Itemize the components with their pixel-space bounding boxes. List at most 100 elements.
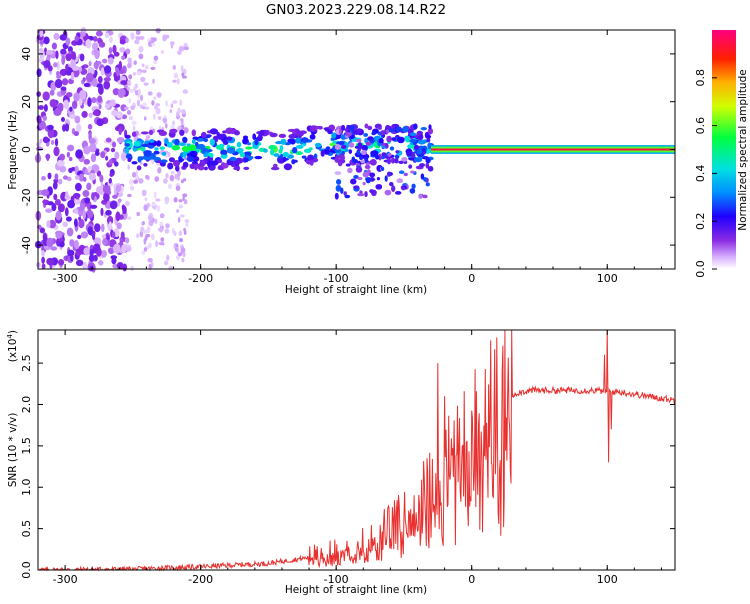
weak-noise-cell xyxy=(156,92,162,98)
noise-cell xyxy=(46,220,51,228)
snr-xtick-label: -300 xyxy=(53,573,78,586)
noise-cell xyxy=(53,32,60,41)
noise-cell xyxy=(65,63,69,72)
weak-noise-cell xyxy=(138,53,144,60)
weak-noise-cell xyxy=(127,79,132,87)
weak-noise-cell xyxy=(175,255,181,260)
signal-cell xyxy=(292,147,298,154)
spread-cell xyxy=(376,177,380,181)
noise-cell xyxy=(63,99,70,110)
noise-cell xyxy=(85,209,94,219)
noise-cell xyxy=(65,37,71,46)
weak-noise-cell xyxy=(145,174,149,180)
signal-cell xyxy=(280,138,287,145)
noise-cell xyxy=(41,249,45,257)
signal-cell xyxy=(287,128,297,133)
weak-noise-cell xyxy=(135,170,138,176)
noise-cell xyxy=(53,146,60,157)
noise-cell xyxy=(111,231,116,239)
weak-noise-cell xyxy=(139,36,145,40)
weak-noise-cell xyxy=(155,198,161,202)
signal-cell xyxy=(236,141,242,148)
signal-cell xyxy=(182,161,189,168)
weak-noise-cell xyxy=(130,32,135,40)
weak-noise-cell xyxy=(181,257,185,263)
weak-noise-cell xyxy=(127,164,131,170)
signal-cell xyxy=(252,133,257,141)
signal-cell xyxy=(204,152,209,157)
weak-noise-cell xyxy=(127,193,132,198)
spread-cell xyxy=(387,152,392,157)
noise-cell xyxy=(103,65,112,74)
noise-cell xyxy=(62,221,68,227)
colorbar-label: Normalized spectral amplitude xyxy=(737,69,749,230)
noise-cell xyxy=(78,173,85,182)
signal-cell xyxy=(344,128,349,132)
weak-noise-cell xyxy=(174,173,178,180)
noise-cell xyxy=(57,159,65,167)
spec-ytick-label: 20 xyxy=(20,95,33,109)
signal-cell xyxy=(148,139,155,144)
weak-noise-cell xyxy=(133,60,137,65)
colorbar-ticks: 0.0 0.2 0.4 0.6 0.8 xyxy=(694,69,717,278)
weak-noise-cell xyxy=(184,219,190,224)
signal-cell xyxy=(272,163,278,168)
signal-cell xyxy=(137,156,142,163)
noise-cell xyxy=(82,77,86,82)
spec-ytick-label: -40 xyxy=(20,236,33,254)
signal-cell xyxy=(278,133,287,139)
weak-noise-cell xyxy=(145,106,150,110)
weak-noise-cell xyxy=(159,213,165,219)
spread-cell xyxy=(423,176,428,182)
noise-cell xyxy=(53,193,58,201)
weak-noise-cell xyxy=(126,216,132,220)
noise-cell xyxy=(112,88,120,96)
weak-noise-cell xyxy=(165,200,169,205)
signal-cell xyxy=(136,165,142,171)
spectrogram-frame xyxy=(37,29,676,270)
signal-cell xyxy=(291,159,296,165)
noise-cell xyxy=(103,77,111,82)
signal-cell xyxy=(124,134,131,139)
noise-cell xyxy=(119,237,124,244)
noise-cell xyxy=(120,231,125,239)
signal-cell xyxy=(220,149,228,156)
noise-cell xyxy=(93,243,101,252)
noise-cell xyxy=(73,239,79,250)
spread-cell xyxy=(386,171,392,177)
spread-cell xyxy=(384,175,388,182)
weak-noise-cell xyxy=(183,199,188,205)
weak-noise-cell xyxy=(132,125,136,132)
signal-cell xyxy=(148,129,154,136)
snr-ticks: -300 -200 -100 0 100 0.0 0.5 1.0 1.5 2.0 2.5 xyxy=(20,330,675,586)
noise-cell xyxy=(121,114,128,120)
spread-cell xyxy=(361,153,367,158)
weak-noise-cell xyxy=(153,96,157,100)
weak-noise-cell xyxy=(139,104,143,109)
signal-cell xyxy=(164,138,169,145)
noise-cell xyxy=(117,88,126,97)
weak-noise-cell xyxy=(130,265,134,272)
spread-cell xyxy=(403,172,408,177)
signal-cell xyxy=(329,142,336,147)
spread-cell xyxy=(416,148,423,155)
colorbar: 0.0 0.2 0.4 0.6 0.8 Normalized spectral ampl… xyxy=(694,30,749,278)
noise-cell xyxy=(73,131,80,137)
noise-cell xyxy=(78,97,83,106)
weak-noise-cell xyxy=(138,178,144,184)
signal-cell xyxy=(217,134,224,140)
signal-cell xyxy=(174,138,180,146)
weak-noise-cell xyxy=(151,43,156,47)
signal-cell xyxy=(409,132,417,137)
noise-cell xyxy=(80,231,89,239)
weak-noise-cell xyxy=(128,74,133,80)
weak-noise-cell xyxy=(138,46,144,53)
spread-cell xyxy=(365,141,372,146)
spread-cell xyxy=(363,133,369,137)
spectrogram-xlabel: Height of straight line (km) xyxy=(285,284,427,296)
noise-cell xyxy=(51,42,57,50)
weak-noise-cell xyxy=(137,88,141,96)
noise-cell xyxy=(58,241,65,248)
noise-cell xyxy=(108,221,112,230)
noise-cell xyxy=(83,145,91,155)
